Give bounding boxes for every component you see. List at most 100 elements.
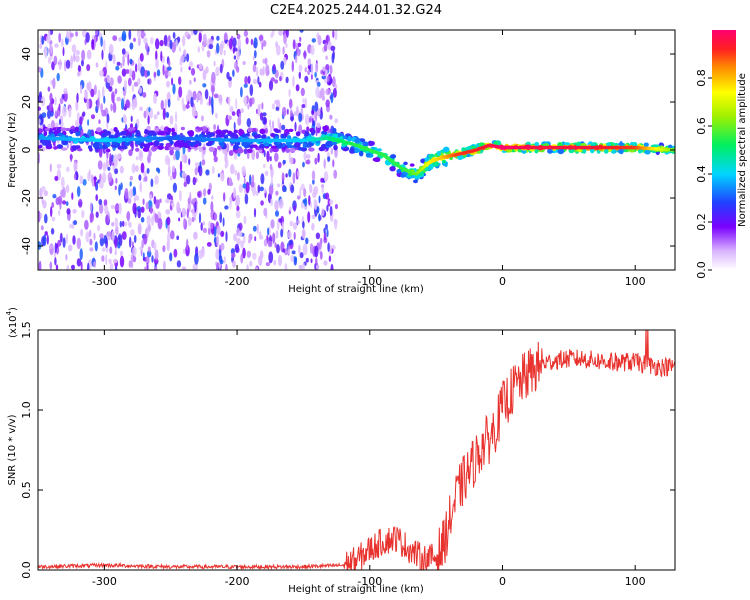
noise-speck <box>78 124 83 132</box>
noise-speck <box>237 38 242 50</box>
noise-speck <box>268 251 274 264</box>
noise-speck <box>228 181 234 186</box>
noise-speck <box>258 230 262 240</box>
noise-speck <box>153 71 157 78</box>
noise-speck <box>201 44 205 52</box>
noise-speck <box>328 255 332 262</box>
trace-speck <box>270 145 277 149</box>
noise-speck <box>268 80 274 91</box>
noise-speck <box>155 199 160 210</box>
noise-speck <box>71 44 77 53</box>
noise-speck <box>318 195 321 204</box>
noise-speck <box>56 72 60 82</box>
noise-speck <box>252 78 258 85</box>
noise-speck <box>269 119 272 127</box>
noise-speck <box>285 30 289 38</box>
trace-speck <box>124 141 130 147</box>
noise-speck <box>86 82 90 91</box>
trace-speck <box>53 146 59 150</box>
noise-speck <box>93 261 97 268</box>
noise-speck <box>167 71 171 77</box>
noise-speck <box>66 166 70 173</box>
noise-speck <box>54 122 59 128</box>
noise-speck <box>194 253 199 265</box>
noise-speck <box>185 104 190 109</box>
noise-speck <box>298 112 303 123</box>
noise-speck <box>121 220 125 227</box>
noise-speck <box>314 109 318 122</box>
noise-speck <box>288 240 293 245</box>
trace-speck <box>188 142 195 146</box>
noise-speck <box>293 205 296 212</box>
trace-speck <box>618 142 625 146</box>
noise-speck <box>159 39 164 47</box>
noise-speck <box>274 79 278 84</box>
noise-speck <box>279 76 282 82</box>
noise-speck <box>115 177 118 184</box>
noise-speck <box>173 248 178 258</box>
trace-speck <box>590 142 596 147</box>
noise-speck <box>154 213 157 220</box>
noise-speck <box>108 85 113 92</box>
trace-speck <box>282 135 287 139</box>
noise-speck <box>334 30 338 41</box>
trace-speck <box>331 141 338 146</box>
noise-speck <box>208 43 214 50</box>
noise-speck <box>124 221 127 227</box>
noise-speck <box>194 166 198 176</box>
noise-speck <box>276 183 281 188</box>
noise-speck <box>75 49 80 56</box>
noise-speck <box>111 222 115 227</box>
noise-speck <box>154 266 158 270</box>
noise-speck <box>248 238 251 244</box>
noise-speck <box>81 210 85 218</box>
noise-speck <box>186 174 191 185</box>
noise-speck <box>112 35 118 41</box>
x-tick-label: 0 <box>499 575 506 588</box>
noise-speck <box>272 120 275 130</box>
noise-speck <box>157 111 160 116</box>
noise-speck <box>137 36 141 47</box>
noise-speck <box>313 199 318 210</box>
noise-speck <box>295 55 298 64</box>
noise-speck <box>228 76 232 82</box>
noise-speck <box>112 165 115 171</box>
noise-speck <box>61 38 64 48</box>
noise-speck <box>73 160 78 172</box>
noise-speck <box>298 64 303 72</box>
noise-speck <box>272 30 275 37</box>
noise-speck <box>320 87 325 98</box>
noise-speck <box>199 95 203 106</box>
noise-speck <box>193 231 198 240</box>
noise-speck <box>89 247 94 252</box>
noise-speck <box>319 251 323 260</box>
noise-speck <box>112 258 118 264</box>
trace-speck <box>105 148 111 153</box>
trace-speck <box>74 126 80 132</box>
noise-speck <box>121 68 127 77</box>
noise-speck <box>166 216 171 226</box>
noise-speck <box>157 168 161 174</box>
noise-speck <box>51 61 55 71</box>
noise-speck <box>211 71 216 84</box>
noise-speck <box>132 246 137 257</box>
trace-speck <box>169 140 174 145</box>
noise-speck <box>322 65 326 72</box>
snr-scale-prefix: (x10 <box>8 315 19 338</box>
noise-speck <box>38 260 42 270</box>
noise-speck <box>288 88 291 98</box>
colorbar-tick-label: 0.8 <box>695 69 708 87</box>
noise-speck <box>65 201 69 206</box>
noise-speck <box>301 262 305 270</box>
noise-speck <box>117 75 122 84</box>
noise-speck <box>217 173 220 178</box>
noise-speck <box>135 63 138 73</box>
noise-speck <box>289 220 294 227</box>
noise-speck <box>290 255 295 263</box>
noise-speck <box>47 86 51 92</box>
noise-speck <box>299 36 302 42</box>
trace-speck <box>43 130 48 136</box>
noise-speck <box>304 113 310 126</box>
trace-speck <box>377 148 382 152</box>
trace-speck <box>644 149 651 155</box>
